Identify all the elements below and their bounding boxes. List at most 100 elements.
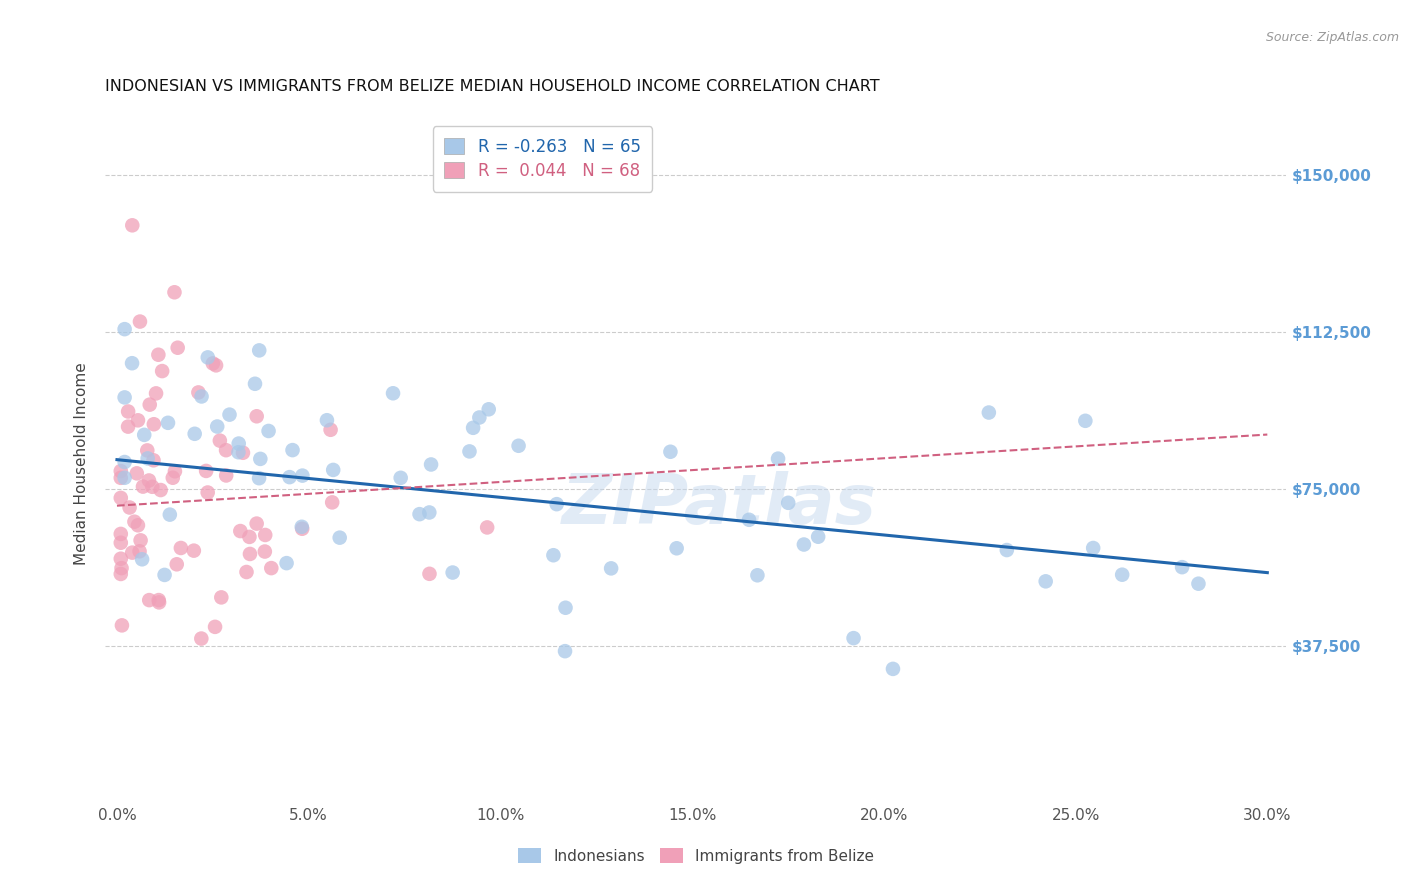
Point <box>1035 574 1057 589</box>
Point <box>111 618 134 632</box>
Point <box>319 423 342 437</box>
Point <box>232 446 254 460</box>
Point <box>166 558 188 572</box>
Point <box>321 495 343 509</box>
Point <box>153 568 176 582</box>
Point <box>229 524 252 538</box>
Point <box>253 544 276 558</box>
Point <box>389 471 412 485</box>
Point <box>138 474 160 488</box>
Point <box>738 513 761 527</box>
Point <box>190 632 212 646</box>
Point <box>546 497 568 511</box>
Point <box>278 470 301 484</box>
Point <box>247 343 270 358</box>
Point <box>322 463 344 477</box>
Point <box>995 543 1018 558</box>
Point <box>110 471 132 485</box>
Point <box>131 552 153 566</box>
Point <box>163 464 186 478</box>
Point <box>218 408 240 422</box>
Point <box>209 591 232 605</box>
Point <box>134 428 156 442</box>
Point <box>600 561 623 575</box>
Point <box>129 533 152 548</box>
Point <box>747 568 769 582</box>
Point <box>114 455 136 469</box>
Point <box>190 389 212 403</box>
Point <box>554 600 576 615</box>
Point <box>291 468 314 483</box>
Point <box>316 413 339 427</box>
Point <box>142 417 165 432</box>
Point <box>114 322 136 336</box>
Point <box>205 419 228 434</box>
Point <box>141 480 163 494</box>
Point <box>159 508 181 522</box>
Point <box>150 364 173 378</box>
Point <box>766 451 789 466</box>
Point <box>187 385 209 400</box>
Point <box>554 644 576 658</box>
Point <box>110 464 132 478</box>
Point <box>215 468 238 483</box>
Point <box>110 527 132 541</box>
Point <box>793 537 815 551</box>
Point <box>418 566 440 581</box>
Point <box>418 506 440 520</box>
Point <box>420 458 443 472</box>
Point <box>136 443 159 458</box>
Point <box>156 416 179 430</box>
Point <box>246 516 269 531</box>
Point <box>257 424 280 438</box>
Point <box>117 404 139 418</box>
Point <box>228 445 250 459</box>
Point <box>215 443 238 458</box>
Point <box>138 593 160 607</box>
Point <box>170 541 193 555</box>
Point <box>508 439 530 453</box>
Point <box>142 453 165 467</box>
Point <box>291 520 314 534</box>
Point <box>138 398 160 412</box>
Point <box>197 351 219 365</box>
Point <box>197 485 219 500</box>
Point <box>125 467 148 481</box>
Point <box>124 515 146 529</box>
Point <box>458 444 481 458</box>
Point <box>475 520 498 534</box>
Point <box>478 402 501 417</box>
Point <box>461 421 484 435</box>
Point <box>1111 567 1133 582</box>
Point <box>254 528 277 542</box>
Point <box>110 561 132 575</box>
Point <box>166 341 188 355</box>
Point <box>149 483 172 497</box>
Point <box>201 356 224 370</box>
Point <box>114 471 136 485</box>
Point <box>121 356 143 370</box>
Point <box>110 535 132 549</box>
Text: ZIPatlas: ZIPatlas <box>562 471 877 538</box>
Point <box>281 443 304 458</box>
Point <box>882 662 904 676</box>
Point <box>238 530 260 544</box>
Point <box>145 386 167 401</box>
Point <box>110 491 132 505</box>
Point <box>1171 560 1194 574</box>
Point <box>243 376 266 391</box>
Point <box>543 548 565 562</box>
Point <box>110 566 132 581</box>
Point <box>110 551 132 566</box>
Y-axis label: Median Household Income: Median Household Income <box>75 362 90 566</box>
Point <box>247 471 270 485</box>
Point <box>246 409 269 424</box>
Point <box>408 507 430 521</box>
Point <box>148 593 170 607</box>
Point <box>807 530 830 544</box>
Point <box>127 413 149 427</box>
Point <box>183 543 205 558</box>
Point <box>382 386 405 401</box>
Point <box>1187 576 1209 591</box>
Point <box>117 419 139 434</box>
